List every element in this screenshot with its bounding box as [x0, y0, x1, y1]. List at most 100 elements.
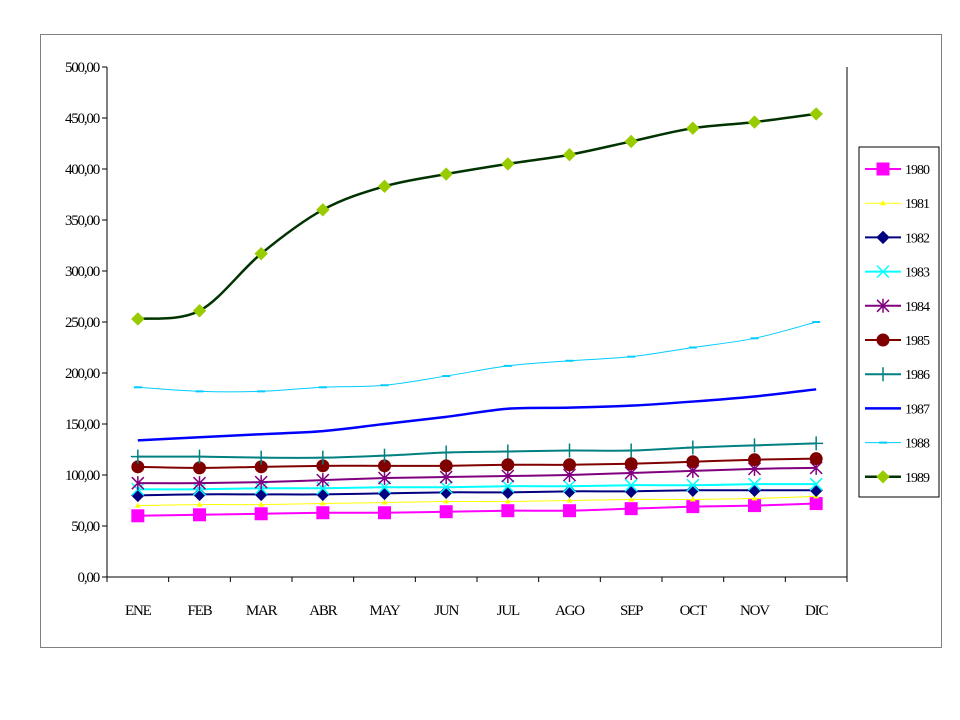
series-1989-point: [131, 312, 145, 326]
legend-item-1980: 1980: [865, 162, 931, 178]
legend-label: 1983: [905, 266, 930, 281]
legend: 1980 1981 1982 1983 1984 1985 1986 1987 1988 1989: [858, 146, 940, 498]
x-tick-label: AGO: [555, 603, 585, 619]
series-1986-point: [747, 438, 762, 453]
legend-swatch-marker: [876, 162, 890, 176]
legend-item-1987: 1987: [865, 402, 931, 417]
series-1983-point: [624, 478, 638, 492]
series-1984-point: [192, 476, 207, 491]
series-1985-point: [748, 453, 761, 467]
legend-item-1985: 1985: [865, 333, 931, 349]
series-1984-point: [254, 475, 268, 490]
series-1980-point: [254, 507, 268, 521]
legend-swatch-marker: [876, 265, 890, 279]
series-1986-point: [192, 449, 207, 464]
x-tick-label: MAR: [246, 603, 278, 619]
series-1983-point: [747, 477, 762, 491]
series-1986-line: [137, 442, 817, 459]
series-1986-point: [254, 450, 269, 465]
series-1981-point: [751, 495, 758, 501]
series-1986-point: [500, 444, 515, 459]
series-1983-point: [686, 478, 700, 492]
series-1986-point: [624, 443, 639, 458]
series-1980-point: [624, 502, 638, 516]
x-tick-label: OCT: [680, 603, 707, 619]
series-1980-point: [501, 504, 515, 518]
legend-label: 1989: [905, 471, 930, 486]
x-tick-label: SEP: [620, 603, 643, 619]
x-tick-label: MAY: [369, 603, 400, 619]
legend-label: 1981: [905, 197, 930, 212]
y-tick-label: 400,00: [65, 162, 100, 178]
y-tick-label: 50,00: [71, 519, 99, 535]
series-1982-point: [809, 483, 823, 498]
series-1983-point: [501, 479, 515, 493]
series-1989-point: [747, 115, 762, 129]
series-1981-point: [134, 502, 141, 508]
series-1980-line: [137, 502, 817, 517]
y-tick-label: 250,00: [65, 315, 100, 331]
legend-item-1989: 1989: [865, 470, 931, 486]
legend-item-1984: 1984: [865, 298, 931, 315]
series-1981-point: [319, 500, 326, 506]
series-1989-point: [501, 157, 515, 171]
legend-item-1981: 1981: [865, 197, 931, 212]
series-1981-point: [196, 501, 203, 507]
series-1982-line: [137, 489, 817, 497]
series-1981-point: [504, 498, 511, 504]
series-1981-point: [628, 496, 635, 502]
x-tick-label: JUL: [497, 603, 520, 619]
series-1980-point: [439, 505, 453, 519]
series-1982-point: [316, 487, 330, 502]
series-1980-point: [686, 500, 700, 514]
series-1989-point: [439, 167, 453, 181]
series-1982-point: [501, 485, 515, 500]
series-1985-point: [809, 452, 823, 466]
series-1982-point: [254, 487, 268, 502]
legend-item-1982: 1982: [865, 230, 931, 246]
legend-box: [858, 146, 940, 498]
x-tick-label: ENE: [125, 603, 152, 619]
series-1983-line: [137, 483, 817, 491]
x-tick-label: DIC: [805, 603, 828, 619]
series-1984-point: [131, 476, 145, 491]
series-1989-point: [377, 179, 392, 194]
y-tick-label: 350,00: [65, 213, 100, 229]
series-1985-point: [501, 458, 515, 472]
series-1989-line: [137, 112, 817, 321]
series-1984-point: [439, 470, 453, 485]
series-1985-point: [686, 455, 700, 469]
series-1984-point: [501, 469, 515, 484]
legend-label: 1987: [905, 402, 930, 417]
y-tick-label: 100,00: [65, 468, 100, 484]
series-1986-point: [809, 436, 824, 451]
y-tick-label: 200,00: [65, 366, 100, 382]
series-1981-point: [443, 498, 450, 504]
legend-swatch-marker: [876, 230, 890, 245]
series-1985-point: [563, 458, 576, 472]
series-1980-point: [748, 499, 761, 513]
legend-label: 1984: [905, 300, 930, 315]
series-1983-point: [809, 477, 823, 491]
series-1984-point: [377, 471, 392, 486]
series-1984-point: [316, 473, 330, 488]
y-tick-label: 500,00: [65, 60, 100, 76]
legend-swatch-marker: [876, 367, 890, 382]
y-tick-label: 0,00: [78, 570, 100, 586]
legend-item-1986: 1986: [865, 367, 931, 383]
legend-swatch-marker: [876, 298, 890, 313]
y-tick-label: 150,00: [65, 417, 100, 433]
series-1983-point: [439, 480, 453, 494]
series-1982-point: [131, 488, 145, 503]
line-chart: 0,00 50,00 100,00 150,00 200,00 250,00 300,00 3…: [65, 60, 940, 619]
series-1985-point: [624, 457, 638, 471]
series-1989-point: [192, 304, 207, 318]
series-1980-point: [809, 497, 823, 511]
series-1981-point: [566, 497, 573, 503]
series-1986-point: [439, 445, 454, 460]
legend-item-1988: 1988: [865, 437, 931, 452]
series-1982-point: [624, 484, 638, 499]
series-1981-line: [137, 495, 817, 507]
series-1983-point: [377, 480, 392, 494]
series-1985-point: [193, 461, 206, 475]
